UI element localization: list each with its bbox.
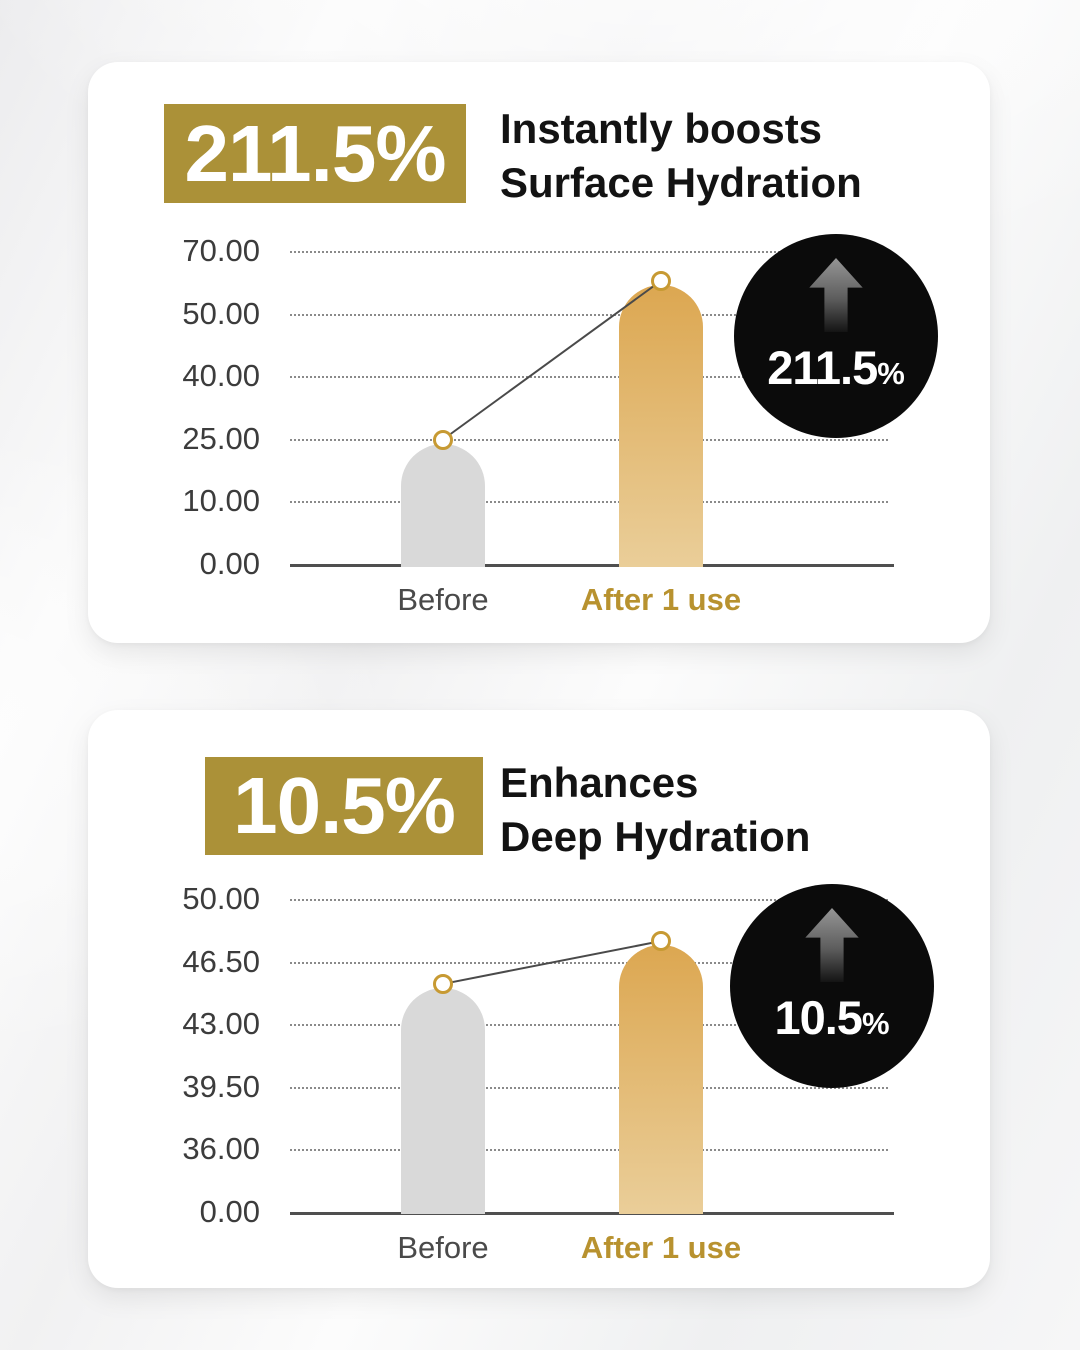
x-axis-line [290, 563, 894, 567]
y-tick-label: 40.00 [182, 358, 260, 393]
card-title: Enhances Deep Hydration [500, 756, 810, 864]
y-tick-label: 0.00 [199, 1193, 260, 1229]
x-label-before: Before [397, 582, 489, 617]
bar-after [619, 284, 703, 567]
increase-value: 10.5% [730, 990, 934, 1045]
deep-hydration-bar-chart: 50.00 46.50 43.00 39.50 36.00 0.00 Before After… [88, 710, 990, 1288]
up-arrow-icon [805, 908, 859, 982]
data-point-marker [651, 270, 671, 291]
y-tick-label: 10.00 [182, 483, 260, 518]
gridline [290, 251, 888, 253]
data-point-marker [433, 429, 453, 450]
increase-number: 211.5 [767, 341, 878, 394]
percent-badge: 211.5% [164, 104, 466, 203]
y-tick-label: 39.50 [182, 1068, 260, 1104]
x-label-after: After 1 use [580, 1230, 742, 1265]
gridline [290, 501, 888, 503]
x-axis-line [290, 1211, 894, 1215]
gridline [290, 1024, 888, 1026]
y-tick-label: 50.00 [182, 295, 260, 331]
percent-sign: % [877, 356, 905, 391]
gridline [290, 1149, 888, 1151]
y-tick-label: 25.00 [182, 420, 260, 456]
gridline [290, 1086, 888, 1089]
data-point-marker [433, 973, 453, 994]
bar-after [619, 945, 703, 1215]
gridline [290, 899, 888, 901]
y-tick-label: 70.00 [182, 233, 260, 268]
bar-before [401, 443, 485, 567]
surface-hydration-card: 211.5% Instantly boosts Surface Hydratio… [88, 62, 990, 643]
gridline [290, 438, 888, 441]
title-line-1: Enhances [500, 759, 699, 806]
up-arrow-icon [809, 258, 863, 332]
y-tick-label: 0.00 [199, 545, 260, 581]
title-line-2: Surface Hydration [500, 159, 862, 206]
title-line-1: Instantly boosts [500, 105, 823, 152]
percent-sign: % [861, 1006, 890, 1041]
bar-before [401, 987, 485, 1215]
x-label-before: Before [397, 1230, 489, 1265]
increase-number: 10.5 [774, 991, 862, 1044]
title-line-2: Deep Hydration [500, 813, 811, 860]
surface-hydration-bar-chart: 70.00 50.00 40.00 25.00 10.00 0.00 Before After… [88, 62, 990, 643]
card-title: Instantly boosts Surface Hydration [500, 102, 862, 210]
y-tick-label: 36.00 [182, 1131, 260, 1166]
data-point-marker [651, 931, 671, 952]
y-tick-label: 50.00 [182, 881, 260, 916]
y-tick-label: 43.00 [182, 1006, 260, 1041]
increase-value: 211.5% [734, 340, 938, 395]
increase-circle-badge: 10.5% [730, 884, 934, 1088]
increase-circle-badge: 211.5% [734, 234, 938, 438]
percent-badge: 10.5% [205, 757, 483, 855]
y-tick-label: 46.50 [182, 943, 260, 979]
x-label-after: After 1 use [580, 582, 742, 617]
deep-hydration-card: 10.5% Enhances Deep Hydration 50.00 46.50… [88, 710, 990, 1288]
